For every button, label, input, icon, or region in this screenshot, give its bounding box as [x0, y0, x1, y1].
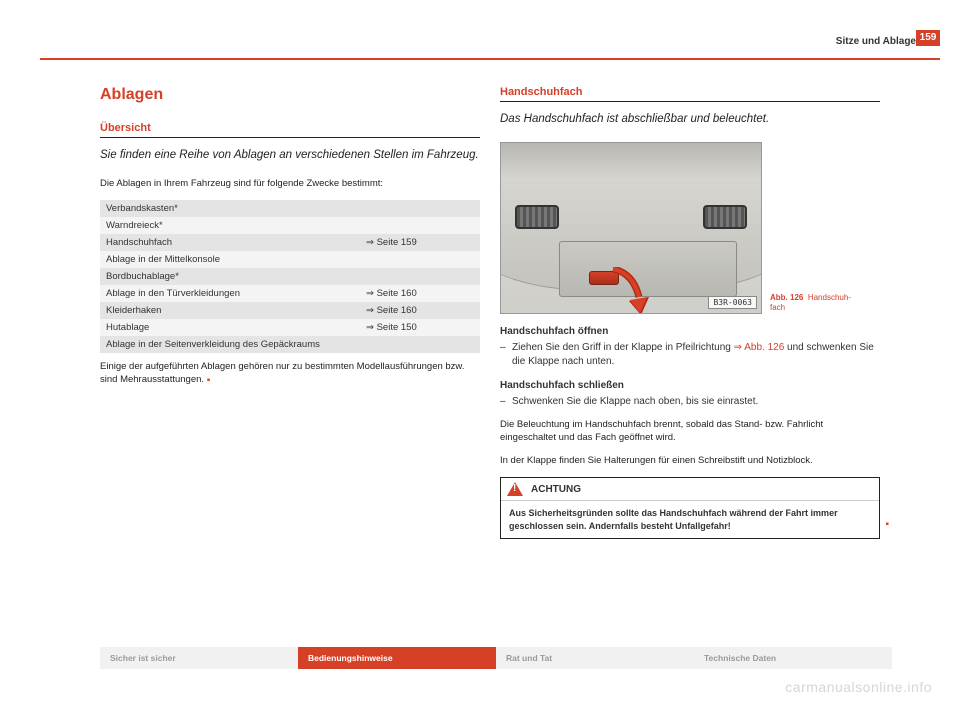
glovebox-lead: Das Handschuhfach ist abschließbar und b…: [500, 112, 880, 128]
figure-tag: B3R-0063: [708, 296, 757, 309]
table-cell-label: Ablage in der Mittelkonsole: [100, 251, 360, 268]
table-cell-label: Bordbuchablage*: [100, 268, 360, 285]
section-end-mark: ▪: [885, 518, 889, 532]
air-vent-left-icon: [515, 205, 559, 229]
table-row: Ablage in den Türverkleidungen⇒ Seite 16…: [100, 285, 480, 302]
glovebox-figure: B3R-0063: [500, 142, 762, 314]
table-cell-ref: [360, 251, 480, 268]
table-cell-ref: [360, 217, 480, 234]
air-vent-right-icon: [703, 205, 747, 229]
table-cell-label: Handschuhfach: [100, 234, 360, 251]
figure-wrap: B3R-0063 Abb. 126 Handschuh­fach: [500, 142, 880, 314]
heading-uebersicht: Übersicht: [100, 122, 480, 138]
table-row: Ablage in der Mittelkonsole: [100, 251, 480, 268]
table-cell-ref: ⇒ Seite 159: [360, 234, 480, 251]
overview-note-text: Einige der aufgeführten Ablagen gehören …: [100, 361, 464, 385]
page: Sitze und Ablage 159 Ablagen Übersicht S…: [0, 0, 960, 701]
section-end-mark: ▪: [207, 375, 211, 386]
header-rule: [40, 58, 940, 60]
table-row: Handschuhfach⇒ Seite 159: [100, 234, 480, 251]
open-arrow-icon: [611, 267, 651, 314]
table-cell-label: Kleiderhaken: [100, 302, 360, 319]
overview-lead: Sie finden eine Reihe von Ablagen an ver…: [100, 148, 480, 164]
table-row: Verbandskasten*: [100, 200, 480, 217]
table-cell-label: Warndreieck*: [100, 217, 360, 234]
footer-tab-tech[interactable]: Technische Daten: [694, 647, 892, 669]
table-cell-ref: [360, 268, 480, 285]
watermark: carmanualsonline.info: [785, 679, 932, 695]
table-cell-label: Verbandskasten*: [100, 200, 360, 217]
footer-tab-rat[interactable]: Rat und Tat: [496, 647, 694, 669]
table-cell-ref: ⇒ Seite 150: [360, 319, 480, 336]
warning-title: ACHTUNG: [531, 484, 581, 495]
warning-text: Aus Sicherheitsgründen sollte das Handsc…: [509, 508, 838, 530]
figure-caption: Abb. 126 Handschuh­fach: [762, 293, 862, 314]
storage-table: Verbandskasten* Warndreieck* Handschuhfa…: [100, 200, 480, 353]
table-row: Ablage in der Seitenverkleidung des Gepä…: [100, 336, 480, 353]
right-column: Handschuhfach Das Handschuhfach ist absc…: [500, 86, 880, 539]
table-cell-label: Hutablage: [100, 319, 360, 336]
content-area: Ablagen Übersicht Sie finden eine Reihe …: [100, 86, 920, 641]
table-row: Warndreieck*: [100, 217, 480, 234]
open-heading: Handschuhfach öffnen: [500, 326, 880, 337]
open-step: Ziehen Sie den Griff in der Klappe in Pf…: [500, 341, 880, 370]
overview-intro: Die Ablagen in Ihrem Fahrzeug sind für f…: [100, 178, 480, 191]
heading-handschuhfach: Handschuhfach: [500, 86, 880, 102]
footer-tab-sicher[interactable]: Sicher ist sicher: [100, 647, 298, 669]
table-row: Hutablage⇒ Seite 150: [100, 319, 480, 336]
table-cell-ref: [360, 336, 480, 353]
light-note: Die Beleuchtung im Handschuhfach brennt,…: [500, 419, 880, 445]
page-header: Sitze und Ablage 159: [0, 36, 960, 62]
warning-box: ACHTUNG Aus Sicherheitsgründen sollte da…: [500, 477, 880, 538]
close-heading: Handschuhfach schließen: [500, 380, 880, 391]
open-step-pre: Ziehen Sie den Griff in der Klappe in Pf…: [512, 342, 734, 353]
table-cell-label: Ablage in der Seitenverkleidung des Gepä…: [100, 336, 360, 353]
table-cell-label: Ablage in den Türverkleidungen: [100, 285, 360, 302]
page-number: 159: [916, 30, 940, 46]
warning-icon: [507, 482, 523, 496]
table-row: Bordbuchablage*: [100, 268, 480, 285]
footer-tab-bedienung[interactable]: Bedienungshinweise: [298, 647, 496, 669]
heading-ablagen: Ablagen: [100, 86, 480, 104]
table-cell-ref: [360, 200, 480, 217]
warning-body: Aus Sicherheitsgründen sollte das Handsc…: [501, 501, 879, 537]
overview-note: Einige der aufgeführten Ablagen gehören …: [100, 361, 480, 387]
table-cell-ref: ⇒ Seite 160: [360, 285, 480, 302]
footer-tabs: Sicher ist sicher Bedienungshinweise Rat…: [100, 647, 892, 669]
table-row: Kleiderhaken⇒ Seite 160: [100, 302, 480, 319]
figure-caption-label: Abb. 126: [770, 293, 803, 302]
table-cell-ref: ⇒ Seite 160: [360, 302, 480, 319]
holder-note: In der Klappe finden Sie Halterungen für…: [500, 455, 880, 468]
section-title: Sitze und Ablage: [836, 36, 916, 47]
warning-head: ACHTUNG: [501, 478, 879, 501]
close-step: Schwenken Sie die Klappe nach oben, bis …: [500, 395, 880, 410]
left-column: Ablagen Übersicht Sie finden eine Reihe …: [100, 86, 480, 398]
fig-reference: ⇒ Abb. 126: [734, 342, 785, 353]
